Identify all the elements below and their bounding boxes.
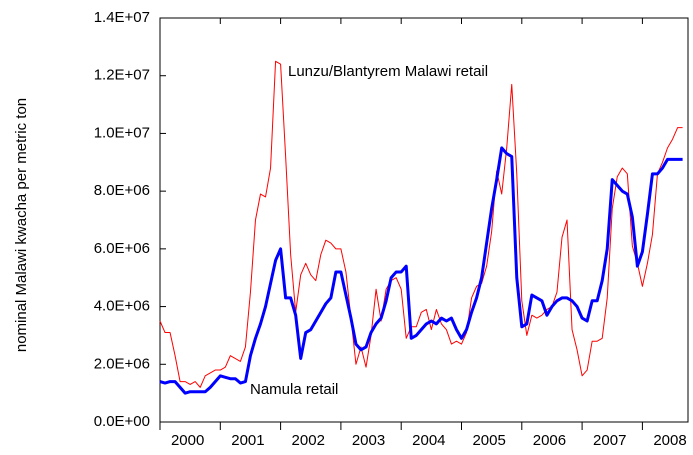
x-tick-label: 2001 — [231, 432, 264, 449]
y-tick-label: 1.4E+07 — [94, 9, 150, 26]
y-tick-label: 1.2E+07 — [94, 67, 150, 84]
series-line — [159, 146, 683, 395]
y-tick-label: 2.0E+06 — [94, 355, 150, 372]
x-tick-label: 2003 — [352, 432, 385, 449]
x-tick-label: 2008 — [653, 432, 686, 449]
y-tick-label: 4.0E+06 — [94, 298, 150, 315]
x-tick-label: 2004 — [412, 432, 445, 449]
series-annotation: Namula retail — [250, 381, 338, 398]
y-tick-label: 1.0E+07 — [94, 124, 150, 141]
plot-frame — [159, 17, 689, 423]
x-tick-label: 2005 — [472, 432, 505, 449]
series-line — [159, 60, 683, 388]
y-axis-label: nominal Malawi kwacha per metric ton — [13, 98, 30, 352]
x-tick-label: 2000 — [171, 432, 204, 449]
x-tick-label: 2006 — [533, 432, 566, 449]
y-tick-label: 6.0E+06 — [94, 240, 150, 257]
x-tick-label: 2007 — [593, 432, 626, 449]
y-tick-label: 8.0E+06 — [94, 182, 150, 199]
x-tick-label: 2002 — [292, 432, 325, 449]
series-annotation: Lunzu/Blantyrem Malawi retail — [288, 63, 488, 80]
y-tick-label: 0.0E+00 — [94, 413, 150, 430]
